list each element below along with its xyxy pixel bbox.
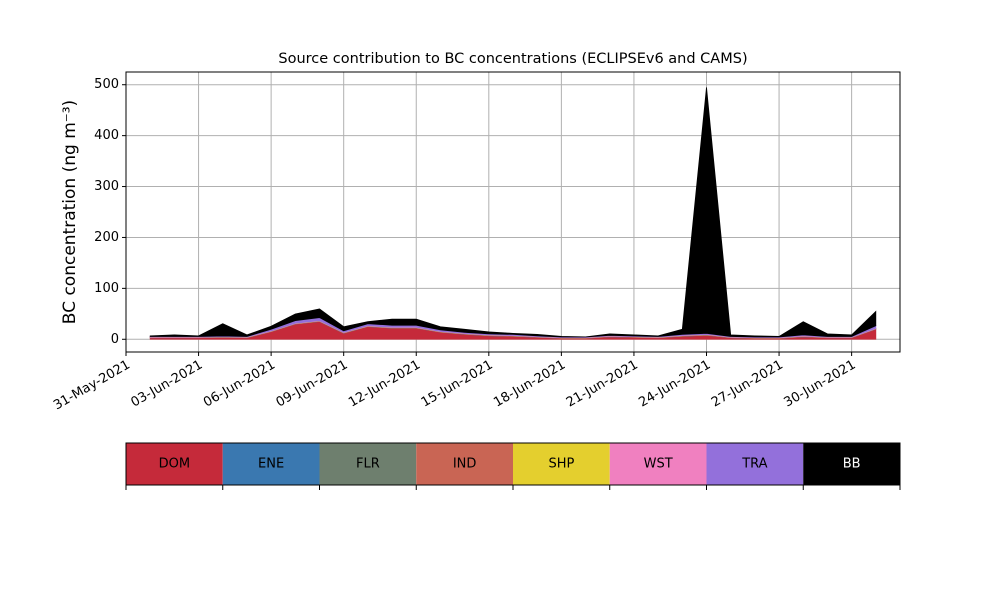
legend-swatch	[609, 443, 707, 485]
x-tick-label: 27-Jun-2021	[709, 358, 786, 411]
x-tick-label: 31-May-2021	[51, 358, 133, 414]
x-tick-label: 30-Jun-2021	[782, 358, 859, 411]
x-tick-label: 03-Jun-2021	[128, 358, 205, 411]
x-tick-label: 06-Jun-2021	[201, 358, 278, 411]
legend-label: DOM	[159, 457, 190, 472]
y-tick-label: 300	[94, 179, 119, 194]
chart-title: Source contribution to BC concentrations…	[278, 51, 747, 67]
y-tick-label: 100	[94, 281, 119, 296]
legend-swatch	[706, 443, 804, 485]
legend-swatch	[513, 443, 610, 485]
legend-swatch	[126, 443, 223, 485]
legend-label: BB	[843, 457, 861, 472]
area	[149, 87, 877, 338]
x-tick-label: 09-Jun-2021	[274, 358, 351, 411]
legend-swatch	[416, 443, 513, 485]
legend-frame	[125, 442, 901, 486]
x-tick-label: 15-Jun-2021	[419, 358, 496, 411]
legend-label: IND	[453, 457, 477, 472]
x-tick-label: 21-Jun-2021	[564, 358, 641, 411]
legend-swatch	[319, 443, 417, 485]
y-tick-label: 400	[94, 128, 119, 143]
y-axis-label: BC concentration (ng m⁻³)	[60, 100, 80, 324]
legend-label: ENE	[258, 457, 284, 472]
plot-frame	[125, 71, 901, 353]
x-tick-label: 18-Jun-2021	[491, 358, 568, 411]
y-tick-label: 200	[94, 230, 119, 245]
legend-label: SHP	[548, 457, 574, 472]
x-tick-label: 24-Jun-2021	[636, 358, 713, 411]
legend-label: FLR	[356, 457, 380, 472]
legend-swatch	[222, 443, 320, 485]
legend-label: WST	[644, 457, 673, 472]
x-tick-label: 12-Jun-2021	[346, 358, 423, 411]
y-tick-label: 0	[111, 332, 119, 347]
y-tick-label: 500	[94, 77, 119, 92]
legend-swatch	[803, 443, 900, 485]
legend-label: TRA	[741, 457, 767, 472]
